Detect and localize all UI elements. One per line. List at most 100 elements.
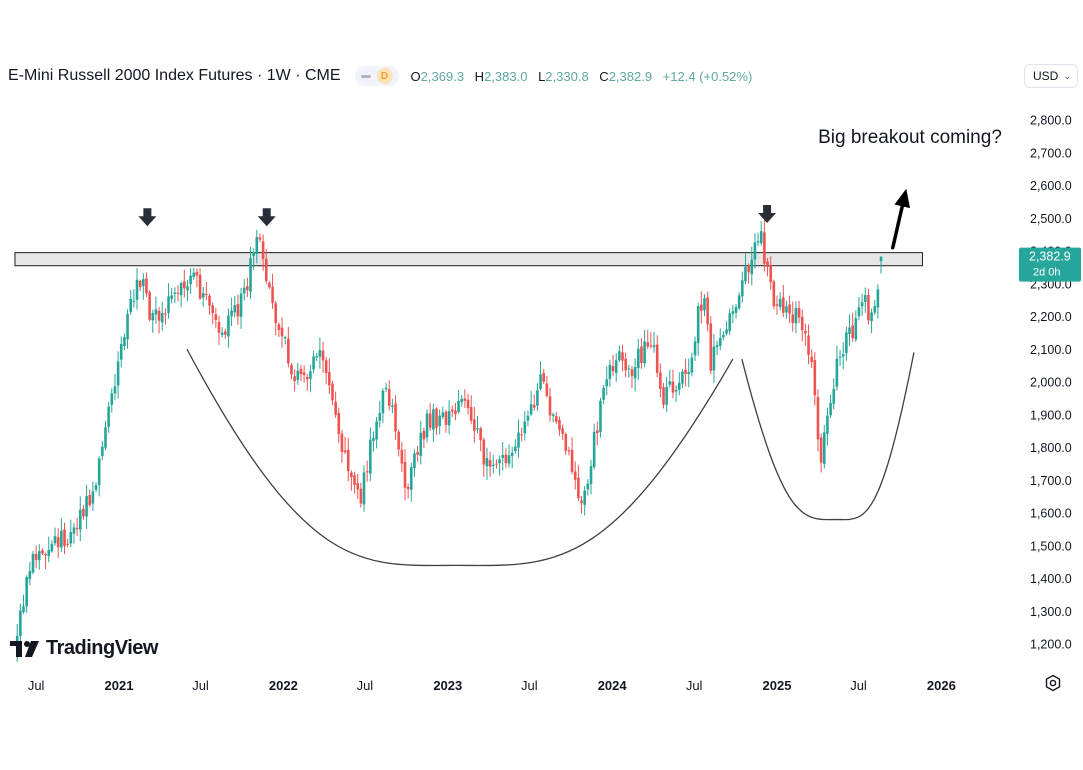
candle bbox=[435, 407, 438, 435]
candle bbox=[331, 380, 334, 406]
candle-body bbox=[293, 376, 296, 382]
ohlc-readout: O2,369.3 H2,383.0 L2,330.8 C2,382.9 +12.… bbox=[411, 69, 760, 84]
candle bbox=[510, 446, 514, 469]
candle bbox=[687, 358, 691, 388]
candle-body bbox=[791, 314, 795, 323]
candle-body bbox=[416, 451, 419, 455]
tradingview-logo[interactable]: TradingView bbox=[10, 637, 158, 660]
candle bbox=[318, 337, 322, 369]
candle bbox=[450, 405, 454, 417]
candle-body bbox=[31, 553, 35, 573]
candle bbox=[722, 331, 725, 341]
symbol-title[interactable]: E-Mini Russell 2000 Index Futures · 1W ·… bbox=[8, 67, 341, 84]
candle-body bbox=[529, 404, 533, 415]
candle bbox=[813, 352, 817, 406]
candle-body bbox=[627, 368, 631, 370]
y-tick-label: 2,600.0 bbox=[1030, 179, 1072, 193]
candle-body bbox=[501, 454, 505, 459]
candle bbox=[142, 273, 145, 300]
candle bbox=[870, 308, 873, 334]
candle bbox=[580, 495, 583, 514]
candle bbox=[362, 465, 366, 512]
candle bbox=[346, 437, 350, 482]
status-dash-icon bbox=[360, 74, 371, 78]
candle-body bbox=[671, 381, 675, 393]
candle bbox=[640, 338, 643, 369]
candle bbox=[441, 406, 445, 420]
candle-body bbox=[668, 381, 672, 385]
candle-body bbox=[132, 300, 136, 302]
candle bbox=[208, 293, 211, 315]
candle bbox=[160, 301, 164, 331]
y-tick-label: 1,400.0 bbox=[1030, 572, 1072, 586]
candle bbox=[324, 356, 328, 385]
candle bbox=[545, 375, 549, 398]
candle bbox=[321, 341, 325, 373]
candle bbox=[690, 352, 694, 377]
candle-body bbox=[614, 360, 618, 374]
candle-body bbox=[302, 372, 306, 375]
candle bbox=[365, 460, 369, 482]
settings-icon[interactable] bbox=[1044, 674, 1062, 692]
candle-body bbox=[69, 531, 73, 544]
y-tick-label: 1,900.0 bbox=[1030, 408, 1072, 422]
last-price-box bbox=[1019, 247, 1081, 282]
candle-body bbox=[595, 430, 599, 434]
candle-body bbox=[829, 402, 832, 416]
x-tick-label: 2021 bbox=[105, 678, 134, 693]
currency-label: USD bbox=[1033, 69, 1059, 83]
candle bbox=[31, 550, 35, 575]
candle-body bbox=[517, 432, 520, 448]
candle bbox=[737, 292, 741, 310]
status-pill[interactable]: D bbox=[354, 66, 399, 86]
candle-body bbox=[173, 292, 177, 294]
candle-body bbox=[646, 342, 650, 347]
candle-body bbox=[728, 313, 732, 332]
candle bbox=[873, 300, 877, 316]
candle bbox=[523, 411, 527, 441]
candle bbox=[542, 368, 546, 385]
candle bbox=[804, 323, 807, 346]
candle-body bbox=[564, 433, 568, 451]
candle bbox=[91, 481, 95, 511]
candle bbox=[129, 289, 133, 315]
candle-body bbox=[25, 576, 28, 607]
candle bbox=[372, 431, 375, 452]
candle-body bbox=[113, 386, 117, 394]
candle bbox=[671, 369, 675, 399]
candle-body bbox=[794, 308, 798, 324]
candle-body bbox=[558, 420, 561, 430]
candle-body bbox=[343, 450, 347, 453]
candle-body bbox=[662, 387, 665, 405]
candle bbox=[611, 354, 615, 376]
candle bbox=[261, 234, 265, 271]
currency-select[interactable]: USD ⌄ bbox=[1024, 64, 1078, 88]
candle bbox=[384, 383, 388, 392]
candle bbox=[22, 594, 25, 614]
candle-body bbox=[230, 310, 233, 317]
candle bbox=[618, 345, 621, 363]
candle bbox=[879, 256, 883, 274]
candle-body bbox=[469, 406, 473, 421]
candle-body bbox=[687, 372, 691, 374]
candle-body bbox=[681, 371, 684, 384]
cup-arc bbox=[186, 348, 734, 567]
candle bbox=[712, 333, 716, 384]
chart-header: E-Mini Russell 2000 Index Futures · 1W ·… bbox=[8, 63, 759, 89]
candle bbox=[573, 461, 577, 490]
candle-body bbox=[44, 554, 47, 556]
candle-body bbox=[756, 241, 760, 243]
candle-body bbox=[365, 471, 369, 473]
candle-body bbox=[50, 543, 54, 552]
candle bbox=[167, 283, 170, 319]
candle bbox=[819, 433, 823, 473]
candle bbox=[249, 246, 252, 300]
candle bbox=[662, 382, 665, 409]
candle bbox=[189, 268, 192, 294]
last-price-label[interactable]: 2,382.9 2d 0h bbox=[1019, 247, 1081, 282]
candle bbox=[526, 410, 530, 427]
candle bbox=[56, 528, 60, 558]
candle-body bbox=[400, 449, 404, 464]
candle bbox=[548, 388, 552, 422]
